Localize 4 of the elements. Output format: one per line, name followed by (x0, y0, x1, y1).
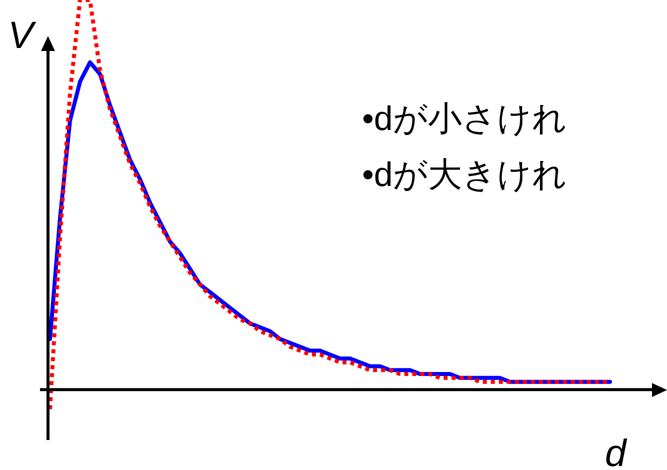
x-axis-title: d (605, 433, 628, 470)
y-axis-title: V (8, 15, 37, 57)
annotation: •dが大きけれ (362, 156, 567, 194)
annotation: •dが小さけれ (362, 100, 567, 138)
